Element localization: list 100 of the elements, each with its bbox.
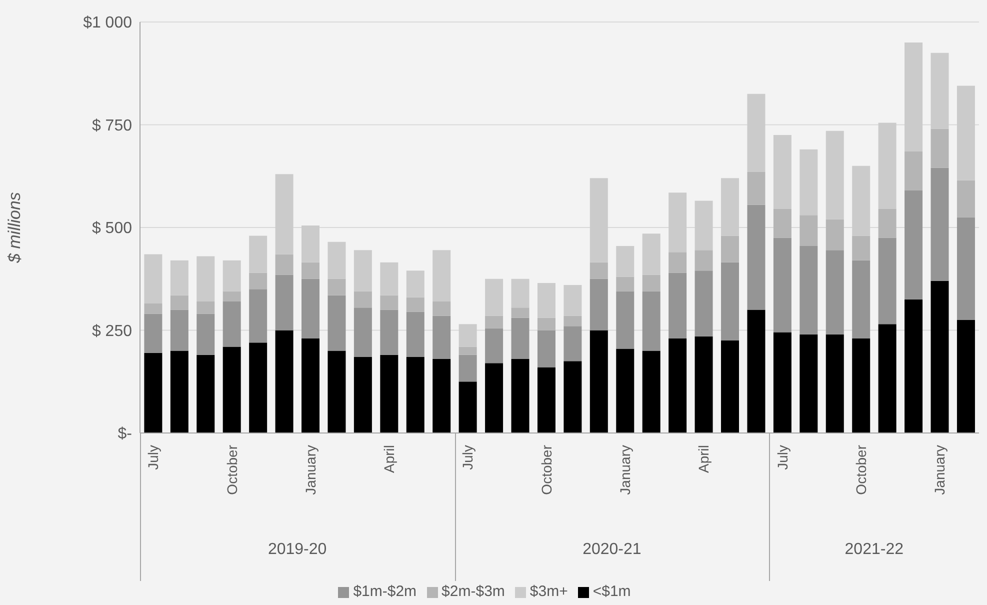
bar <box>406 297 424 312</box>
bar <box>511 308 530 318</box>
bar <box>380 262 398 296</box>
bar <box>275 174 294 254</box>
bar <box>878 122 896 210</box>
x-tick-label: July <box>774 445 790 470</box>
bar <box>826 130 844 220</box>
bar <box>694 336 713 433</box>
bar <box>302 262 320 279</box>
bar <box>458 382 477 433</box>
bar <box>170 260 188 296</box>
bar <box>222 291 241 302</box>
bar <box>852 260 870 338</box>
bar <box>144 304 162 314</box>
bar <box>564 285 582 316</box>
bar <box>694 270 713 336</box>
bar <box>222 301 241 347</box>
bar <box>773 238 792 332</box>
bar <box>537 282 556 318</box>
bar <box>878 238 896 324</box>
bar <box>537 318 556 330</box>
bar <box>406 270 424 298</box>
x-tick-label: October <box>538 444 554 495</box>
bar <box>616 348 634 433</box>
legend-label: <$1m <box>592 583 631 600</box>
bar <box>642 234 660 275</box>
bar <box>170 295 188 310</box>
x-tick-label: October <box>224 444 240 495</box>
x-tick-label: July <box>145 445 162 470</box>
bar <box>354 308 372 357</box>
bar <box>275 330 294 433</box>
bar <box>878 324 896 433</box>
bar <box>904 190 923 300</box>
bar <box>354 250 372 292</box>
bar <box>485 328 504 364</box>
bar <box>852 166 870 236</box>
bar <box>852 338 870 433</box>
bar <box>747 172 766 205</box>
bar <box>956 217 975 320</box>
bar <box>380 295 398 310</box>
bar <box>852 236 870 260</box>
bar <box>222 346 241 433</box>
x-tick-label: July <box>460 445 476 470</box>
bar <box>144 254 162 304</box>
bar <box>380 354 398 433</box>
bar <box>196 256 215 302</box>
bar <box>144 314 162 353</box>
bar <box>328 242 346 279</box>
bar <box>800 246 818 334</box>
bar <box>406 312 424 357</box>
bar <box>249 272 268 290</box>
bar <box>537 367 556 433</box>
bar <box>458 354 477 382</box>
bar <box>432 250 451 302</box>
x-tick-label: April <box>381 445 398 474</box>
x-tick-label: April <box>696 445 712 474</box>
y-tick-label: $1 000 <box>83 14 132 32</box>
bar <box>432 316 451 360</box>
bar <box>380 310 398 355</box>
bar <box>826 219 844 250</box>
bar <box>564 326 582 362</box>
bar <box>328 295 346 351</box>
bar <box>590 262 608 279</box>
bar <box>485 363 504 433</box>
bar <box>196 354 215 433</box>
y-tick-label: $- <box>118 426 132 443</box>
bar <box>275 254 294 275</box>
bar <box>930 168 949 281</box>
bar <box>511 318 530 360</box>
bar <box>642 350 660 433</box>
legend-label: $3m+ <box>530 583 568 600</box>
bar <box>930 128 949 168</box>
y-tick-label: $ 250 <box>92 322 132 340</box>
bar <box>328 350 346 433</box>
bar <box>826 334 844 433</box>
bar <box>721 236 740 262</box>
bar <box>773 209 792 238</box>
bar <box>275 274 294 330</box>
bar <box>956 180 975 218</box>
text: 2020-21 <box>582 541 642 559</box>
bar <box>432 359 451 433</box>
bar <box>458 346 477 355</box>
bar <box>800 334 818 433</box>
bar <box>249 342 268 433</box>
bar <box>930 280 949 433</box>
bar <box>956 320 975 433</box>
bar <box>668 272 687 338</box>
bar <box>642 274 660 292</box>
bar <box>170 350 188 433</box>
bar <box>721 262 740 341</box>
x-tick-label: January <box>302 445 318 495</box>
y-axis-title: $ millions <box>5 192 24 264</box>
bar <box>432 301 451 316</box>
bar <box>694 250 713 271</box>
bar <box>302 225 320 262</box>
bar <box>249 236 268 273</box>
bar <box>721 178 740 236</box>
bar <box>537 330 556 368</box>
bar <box>564 361 582 433</box>
bar <box>302 278 320 338</box>
